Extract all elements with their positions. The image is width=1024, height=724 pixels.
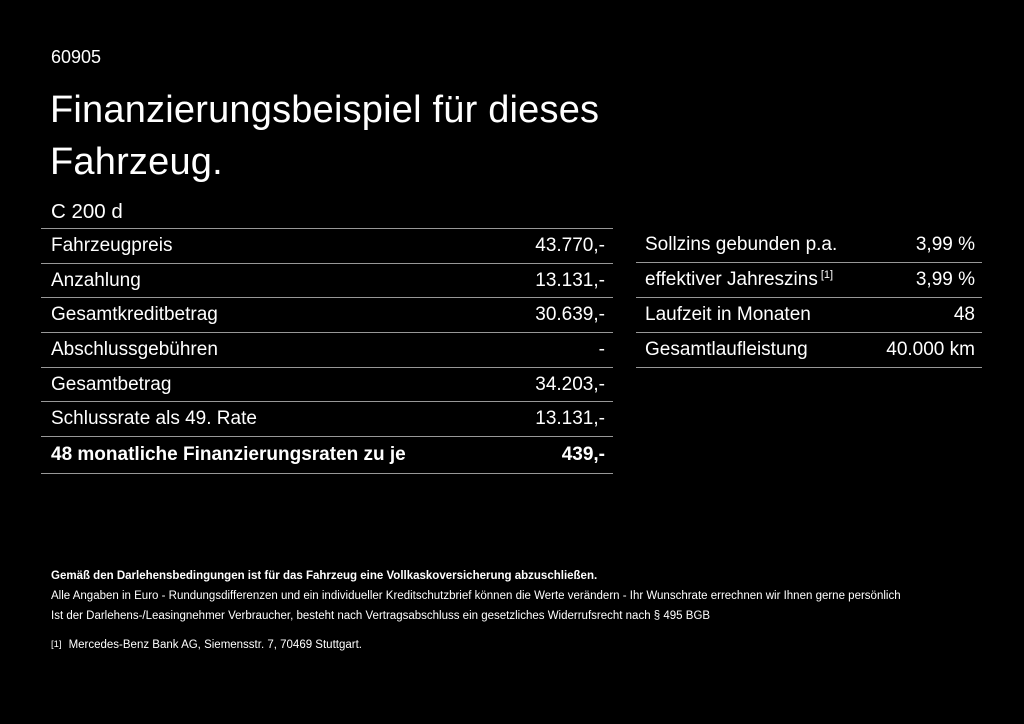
- row-label: Anzahlung: [51, 269, 141, 291]
- insurance-note: Gemäß den Darlehensbedingungen ist für d…: [51, 570, 598, 582]
- page-title-line-2: Fahrzeug.: [50, 141, 223, 183]
- table-row-schlussrate: Schlussrate als 49. Rate 13.131,-: [41, 402, 613, 438]
- vehicle-model: C 200 d: [51, 200, 123, 223]
- reference-number: 60905: [51, 47, 102, 67]
- disclaimer-line-2: Ist der Darlehens-/Leasingnehmer Verbrau…: [51, 610, 711, 622]
- table-row-gesamtlaufleistung: Gesamtlaufleistung 40.000 km: [636, 333, 982, 368]
- disclaimer-line-1: Alle Angaben in Euro - Rundungsdifferenz…: [51, 590, 901, 602]
- row-label: Gesamtkreditbetrag: [51, 304, 218, 326]
- page-title: Finanzierungsbeispiel für dieses Fahrzeu…: [50, 84, 599, 188]
- row-label: Sollzins gebunden p.a.: [645, 234, 838, 255]
- table-row-effektiver-jahreszins: effektiver Jahreszins [1] 3,99 %: [636, 263, 982, 298]
- row-label: Fahrzeugpreis: [51, 234, 173, 256]
- table-row-abschlussgebuehren: Abschlussgebühren -: [41, 333, 613, 368]
- row-value: 48: [953, 304, 975, 325]
- table-row-anzahlung: Anzahlung 13.131,-: [41, 264, 613, 299]
- table-row-laufzeit: Laufzeit in Monaten 48: [636, 298, 982, 333]
- row-value: 439,-: [561, 444, 605, 466]
- row-label: Gesamtbetrag: [51, 373, 172, 395]
- footnote-marker: [1]: [51, 639, 62, 650]
- row-value: 30.639,-: [535, 304, 605, 326]
- table-row-gesamtbetrag: Gesamtbetrag 34.203,-: [41, 368, 613, 403]
- row-value: -: [598, 338, 605, 360]
- row-label: Abschlussgebühren: [51, 338, 218, 360]
- row-value: 3,99 %: [915, 269, 975, 290]
- row-label: effektiver Jahreszins [1]: [645, 269, 834, 290]
- row-value: 34.203,-: [535, 373, 605, 395]
- page-title-line-1: Finanzierungsbeispiel für dieses: [50, 89, 600, 131]
- row-label: Laufzeit in Monaten: [645, 304, 811, 325]
- conditions-table: Sollzins gebunden p.a. 3,99 % effektiver…: [636, 228, 982, 368]
- financing-table: Fahrzeugpreis 43.770,- Anzahlung 13.131,…: [41, 228, 613, 475]
- table-row-monatsrate: 48 monatliche Finanzierungsraten zu je 4…: [41, 437, 613, 475]
- table-row-gesamtkreditbetrag: Gesamtkreditbetrag 30.639,-: [41, 298, 613, 334]
- row-value: 40.000 km: [886, 339, 975, 360]
- legal-footer: Gemäß den Darlehensbedingungen ist für d…: [51, 566, 901, 656]
- footnote: [1] Mercedes-Benz Bank AG, Siemensstr. 7,…: [51, 635, 901, 656]
- row-value: 3,99 %: [915, 234, 975, 255]
- row-value: 43.770,-: [535, 234, 605, 256]
- row-label: 48 monatliche Finanzierungsraten zu je: [51, 444, 406, 466]
- row-value: 13.131,-: [535, 408, 605, 430]
- row-label: Schlussrate als 49. Rate: [51, 408, 257, 430]
- table-row-sollzins: Sollzins gebunden p.a. 3,99 %: [636, 228, 982, 263]
- row-value: 13.131,-: [535, 269, 605, 291]
- row-label: Gesamtlaufleistung: [645, 339, 808, 360]
- footnote-text: Mercedes-Benz Bank AG, Siemensstr. 7, 70…: [68, 639, 362, 651]
- table-row-fahrzeugpreis: Fahrzeugpreis 43.770,-: [41, 229, 613, 264]
- footnote-reference-icon: [1]: [820, 269, 834, 281]
